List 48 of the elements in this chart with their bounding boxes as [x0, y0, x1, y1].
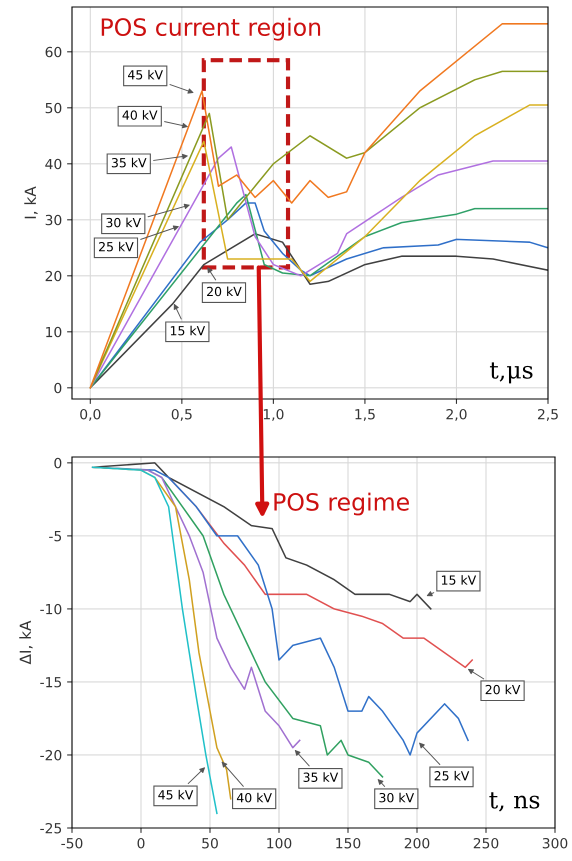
y-tick-label: -20	[40, 750, 62, 760]
annotation: 35 kV	[112, 158, 146, 168]
y-tick-label: 10	[46, 326, 62, 338]
y-tick-label: 20	[46, 270, 62, 282]
annotation: 20 kV	[207, 286, 242, 296]
y-tick-label: 0	[54, 458, 62, 468]
x-tick-label: 300	[542, 838, 568, 848]
line-series	[90, 233, 548, 389]
annotation: 30 kV	[106, 218, 141, 228]
annotation: POS regime	[274, 492, 409, 516]
annotation: 40 kV	[122, 110, 158, 120]
y-tick-label: 60	[46, 46, 62, 58]
annotation: 15 kV	[170, 326, 206, 336]
y-tick-label: 30	[46, 214, 62, 226]
y-axis-title: ΔI, kA	[19, 620, 33, 664]
x-axis-title: t, ns	[489, 792, 540, 812]
annotation: 45 kV	[128, 70, 163, 80]
x-tick-label: 50	[202, 838, 218, 848]
y-axis-title: I, kA	[24, 186, 38, 218]
x-tick-label: 250	[474, 838, 498, 848]
y-tick-label: 0	[54, 382, 62, 394]
annotation: 25 kV	[99, 242, 134, 252]
y-tick-label: -15	[40, 677, 62, 688]
x-tick-label: 100	[267, 838, 292, 848]
y-tick-label: 50	[46, 102, 62, 114]
x-tick-label: 150	[336, 838, 360, 848]
y-tick-label: -5	[49, 531, 62, 542]
x-tick-label: 2,5	[538, 408, 558, 421]
x-tick-label: 0,5	[172, 408, 192, 421]
x-tick-label: 200	[404, 838, 430, 848]
annotation: 20 kV	[486, 684, 520, 694]
x-tick-label: 0	[137, 838, 144, 848]
x-axis-title: t,μs	[490, 362, 533, 384]
annotation: 45 kV	[158, 790, 194, 800]
annotation: 40 kV	[236, 792, 272, 802]
annotation: 25 kV	[434, 770, 470, 781]
y-tick-label: -25	[40, 822, 62, 834]
x-tick-label: 2,0	[446, 408, 467, 421]
annotation: POS current region	[102, 18, 320, 41]
x-tick-label: 1,5	[355, 409, 375, 421]
annotation: 30 kV	[379, 792, 414, 802]
x-tick-label: 1,0	[264, 408, 284, 421]
annotation: 35 kV	[304, 772, 338, 782]
y-tick-label: -10	[40, 604, 62, 614]
y-tick-label: 40	[45, 158, 62, 170]
annotation: 15 kV	[442, 575, 476, 585]
x-tick-label: -50	[61, 838, 82, 848]
x-tick-label: 0,0	[80, 408, 100, 421]
